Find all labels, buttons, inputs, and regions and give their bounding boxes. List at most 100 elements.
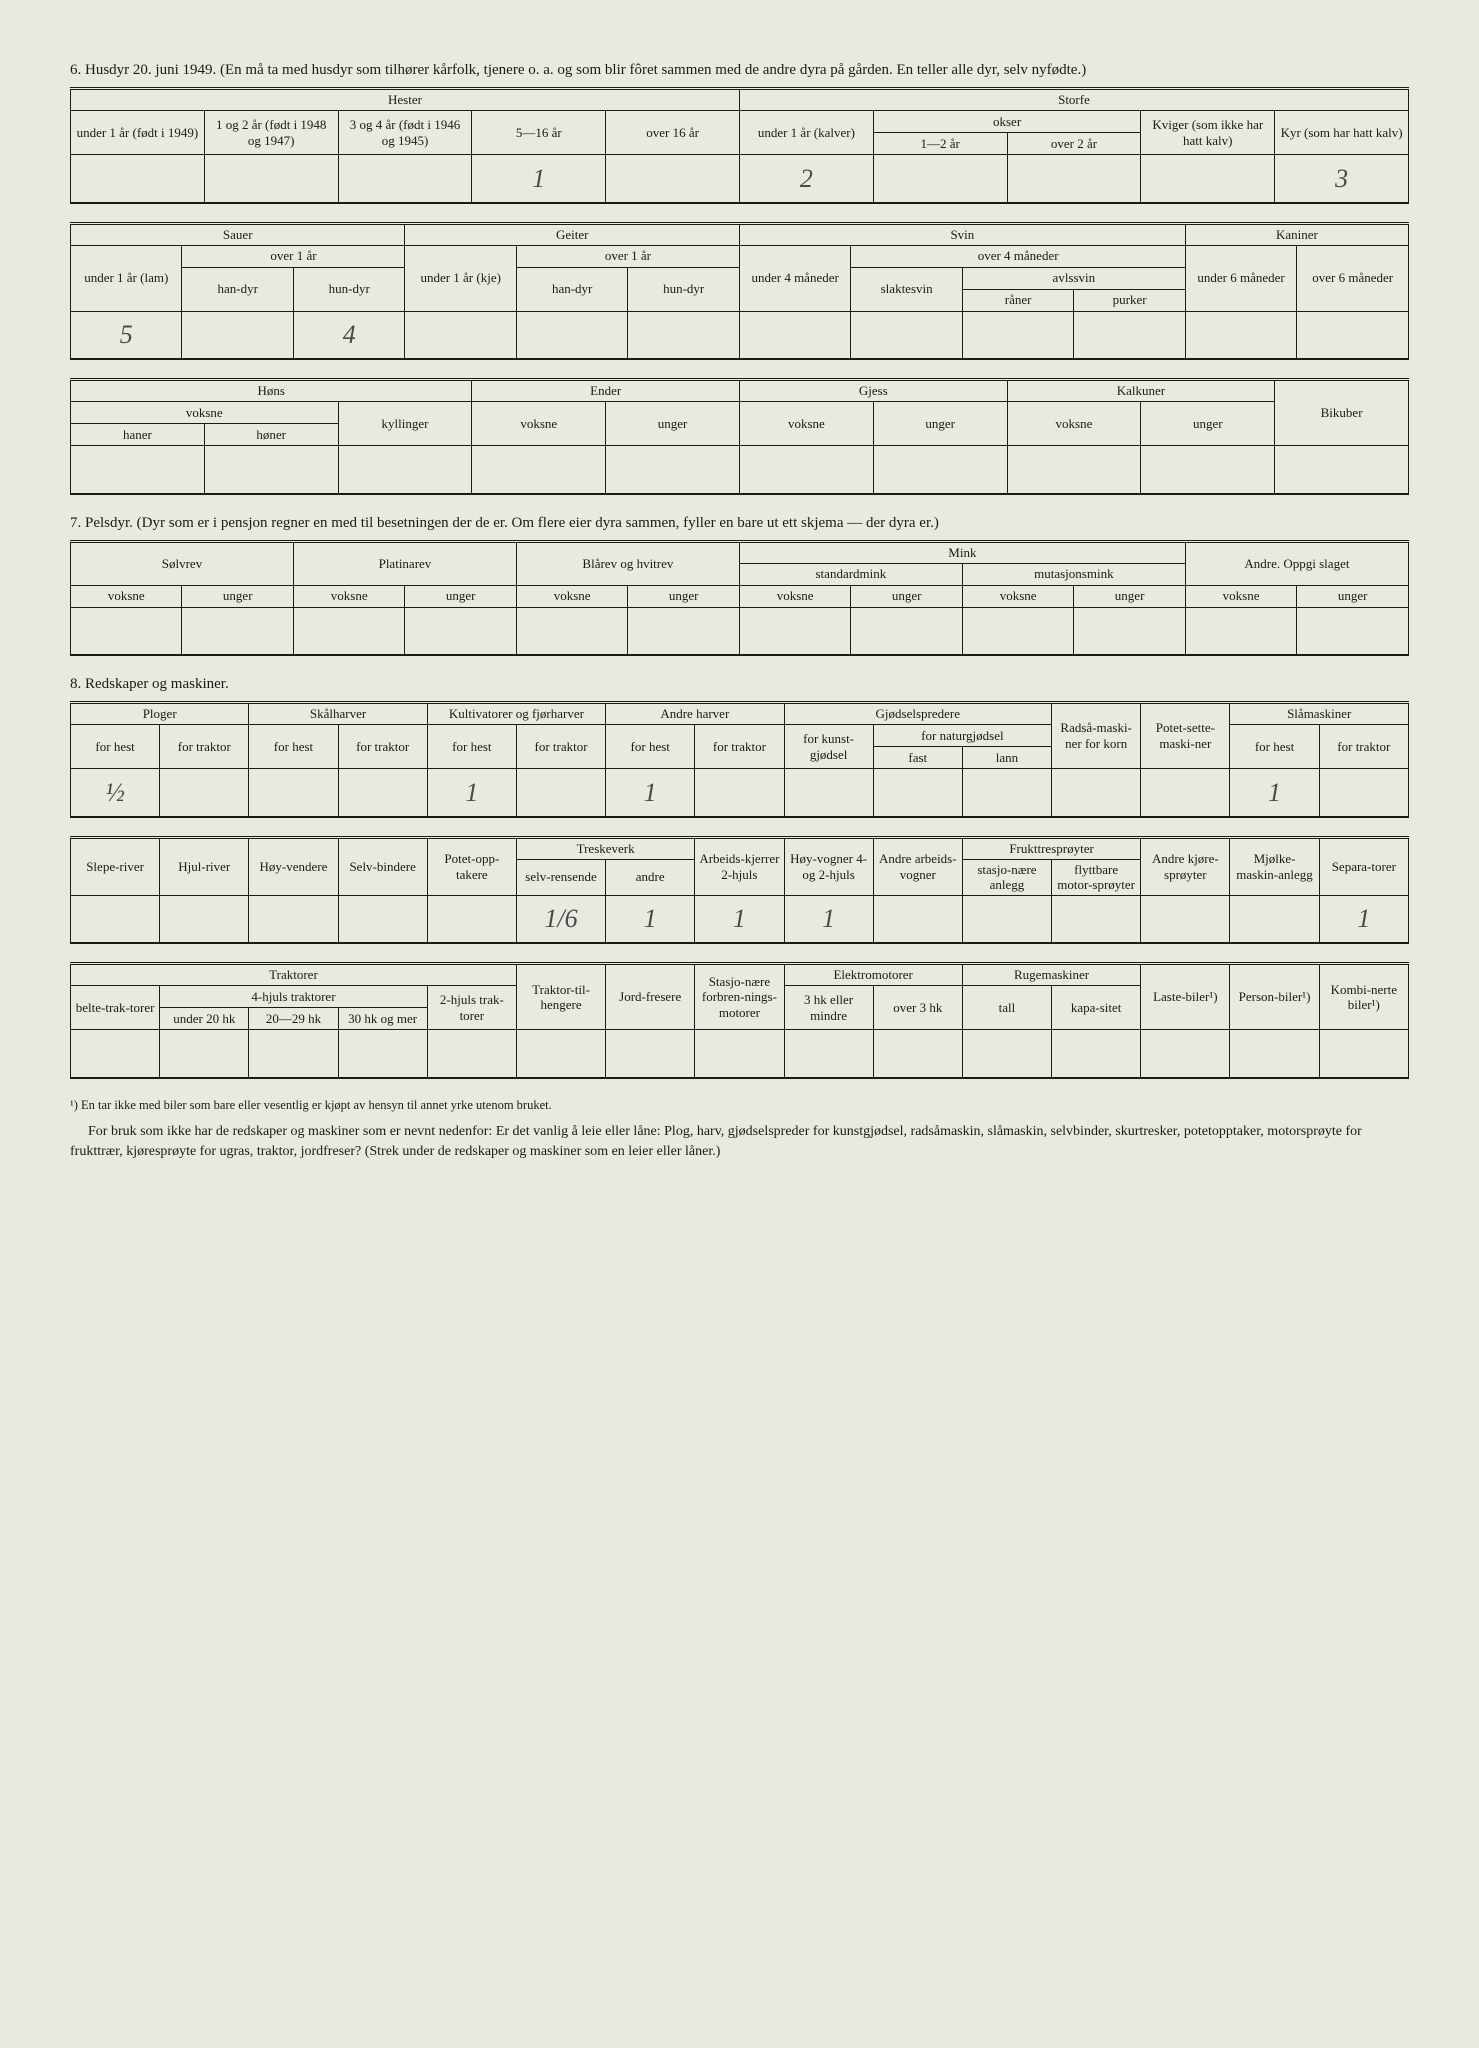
cell bbox=[1141, 155, 1275, 203]
cell bbox=[516, 607, 627, 655]
cell bbox=[1007, 446, 1141, 494]
cell bbox=[1141, 1030, 1230, 1078]
cell bbox=[516, 1030, 605, 1078]
hdr: Slåmaskiner bbox=[1230, 703, 1409, 725]
cell bbox=[338, 155, 472, 203]
col: under 1 år (kalver) bbox=[739, 111, 873, 155]
cell bbox=[427, 1030, 516, 1078]
hdr: Traktor-til-hengere bbox=[516, 964, 605, 1030]
cell bbox=[1230, 1030, 1319, 1078]
cell bbox=[516, 769, 605, 817]
col: haner bbox=[71, 424, 205, 446]
col: unger bbox=[405, 585, 516, 607]
cell bbox=[1074, 311, 1185, 359]
hdr: Jord-fresere bbox=[606, 964, 695, 1030]
col: voksne bbox=[739, 402, 873, 446]
hdr: Kombi-nerte biler¹) bbox=[1319, 964, 1408, 1030]
col: stasjo-nære anlegg bbox=[962, 859, 1051, 895]
sec8-title: 8. Redskaper og maskiner. bbox=[70, 674, 1409, 695]
cell bbox=[873, 446, 1007, 494]
col: over 1 år bbox=[182, 245, 405, 267]
hdr: Radså-maski-ner for korn bbox=[1052, 703, 1141, 769]
col: under 6 måneder bbox=[1185, 245, 1296, 311]
cell bbox=[338, 446, 472, 494]
col: avlssvin bbox=[962, 267, 1185, 289]
col: for traktor bbox=[695, 725, 784, 769]
cell: 1 bbox=[695, 895, 784, 943]
cell bbox=[851, 311, 962, 359]
col: lann bbox=[962, 747, 1051, 769]
col: slaktesvin bbox=[851, 267, 962, 311]
col: unger bbox=[1297, 585, 1409, 607]
col: for hest bbox=[71, 725, 160, 769]
cell bbox=[1052, 895, 1141, 943]
col: unger bbox=[606, 402, 740, 446]
cell: 1 bbox=[1230, 769, 1319, 817]
col: unger bbox=[873, 402, 1007, 446]
cell bbox=[516, 311, 627, 359]
table-pelsdyr: Sølvrev Platinarev Blårev og hvitrev Min… bbox=[70, 540, 1409, 657]
hdr: Andre kjøre-sprøyter bbox=[1141, 837, 1230, 895]
col: 5—16 år bbox=[472, 111, 606, 155]
col: fast bbox=[873, 747, 962, 769]
col: over 16 år bbox=[606, 111, 740, 155]
col: Kyr (som har hatt kalv) bbox=[1275, 111, 1409, 155]
cell bbox=[293, 607, 404, 655]
col: under 1 år (født i 1949) bbox=[71, 111, 205, 155]
hdr: Frukttresprøyter bbox=[962, 837, 1140, 859]
col: voksne bbox=[1185, 585, 1296, 607]
hdr: Mink bbox=[739, 541, 1185, 563]
hdr: Blårev og hvitrev bbox=[516, 541, 739, 585]
table-sauer-svin: Sauer Geiter Svin Kaniner under 1 år (la… bbox=[70, 222, 1409, 361]
table-hons: Høns Ender Gjess Kalkuner Bikuber voksne… bbox=[70, 378, 1409, 495]
hdr: Andre. Oppgi slaget bbox=[1185, 541, 1408, 585]
col: okser bbox=[873, 111, 1141, 133]
col: 30 hk og mer bbox=[338, 1008, 427, 1030]
col: voksne bbox=[739, 585, 850, 607]
cell bbox=[1007, 155, 1141, 203]
cell bbox=[873, 895, 962, 943]
cell bbox=[962, 607, 1073, 655]
footnote-biler: ¹) En tar ikke med biler som bare eller … bbox=[70, 1097, 1409, 1115]
cell bbox=[873, 769, 962, 817]
cell bbox=[71, 155, 205, 203]
col: under 20 hk bbox=[160, 1008, 249, 1030]
col: tall bbox=[962, 986, 1051, 1030]
hdr: Ender bbox=[472, 380, 740, 402]
cell bbox=[1230, 895, 1319, 943]
cell bbox=[739, 311, 850, 359]
col: mutasjonsmink bbox=[962, 563, 1185, 585]
hdr: Høns bbox=[71, 380, 472, 402]
cell bbox=[204, 446, 338, 494]
para-leie-lane: For bruk som ikke har de redskaper og ma… bbox=[70, 1122, 1409, 1163]
cell bbox=[1319, 769, 1408, 817]
col: over 2 år bbox=[1007, 133, 1141, 155]
hdr: Hjul-river bbox=[160, 837, 249, 895]
col: for naturgjødsel bbox=[873, 725, 1051, 747]
cell bbox=[739, 607, 850, 655]
cell bbox=[182, 607, 293, 655]
col: over 6 måneder bbox=[1297, 245, 1409, 311]
col: voksne bbox=[1007, 402, 1141, 446]
cell: 4 bbox=[293, 311, 404, 359]
col: 1—2 år bbox=[873, 133, 1007, 155]
col: under 4 måneder bbox=[739, 245, 850, 311]
cell: 5 bbox=[71, 311, 182, 359]
col: voksne bbox=[962, 585, 1073, 607]
table-redskaper-1: Ploger Skålharver Kultivatorer og fjørha… bbox=[70, 701, 1409, 818]
col: over 4 måneder bbox=[851, 245, 1185, 267]
cell bbox=[1297, 607, 1409, 655]
hdr: Geiter bbox=[405, 223, 739, 245]
hdr: Potet-opp-takere bbox=[427, 837, 516, 895]
col: voksne bbox=[71, 402, 339, 424]
col: belte-trak-torer bbox=[71, 986, 160, 1030]
col: for hest bbox=[1230, 725, 1319, 769]
col: for kunst-gjødsel bbox=[784, 725, 873, 769]
col: voksne bbox=[516, 585, 627, 607]
cell bbox=[1185, 311, 1296, 359]
cell: 1 bbox=[606, 769, 695, 817]
cell bbox=[695, 1030, 784, 1078]
col: purker bbox=[1074, 289, 1185, 311]
hdr: Høy-vendere bbox=[249, 837, 338, 895]
cell: 3 bbox=[1275, 155, 1409, 203]
